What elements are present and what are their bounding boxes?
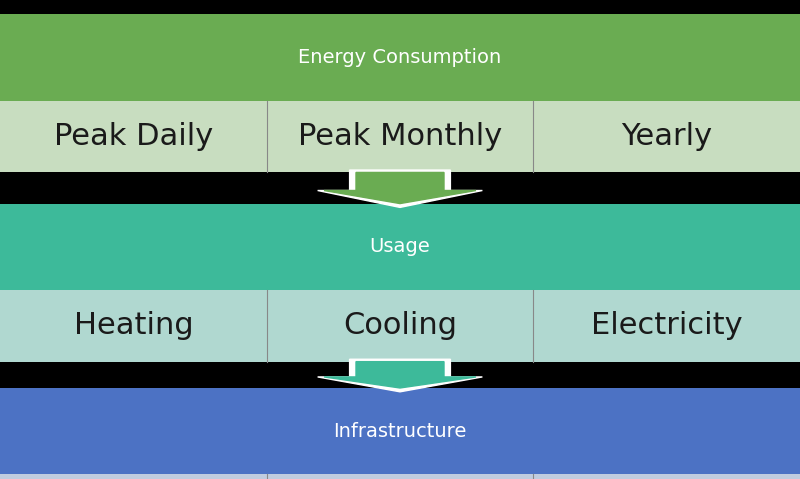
Bar bbox=[0, 474, 800, 479]
Bar bbox=[0, 388, 800, 474]
Bar bbox=[0, 204, 800, 290]
Text: Yearly: Yearly bbox=[621, 122, 712, 151]
Text: Infrastructure: Infrastructure bbox=[334, 422, 466, 441]
Bar bbox=[0, 14, 800, 101]
Text: Peak Daily: Peak Daily bbox=[54, 122, 213, 151]
Polygon shape bbox=[318, 170, 482, 207]
Polygon shape bbox=[318, 359, 482, 392]
Text: Energy Consumption: Energy Consumption bbox=[298, 48, 502, 67]
Polygon shape bbox=[324, 362, 476, 388]
Text: Electricity: Electricity bbox=[591, 311, 742, 340]
Polygon shape bbox=[324, 172, 476, 204]
Text: Cooling: Cooling bbox=[343, 311, 457, 340]
Text: Heating: Heating bbox=[74, 311, 193, 340]
Bar bbox=[0, 101, 800, 172]
Bar bbox=[0, 290, 800, 362]
Text: Usage: Usage bbox=[370, 237, 430, 256]
Text: Peak Monthly: Peak Monthly bbox=[298, 122, 502, 151]
